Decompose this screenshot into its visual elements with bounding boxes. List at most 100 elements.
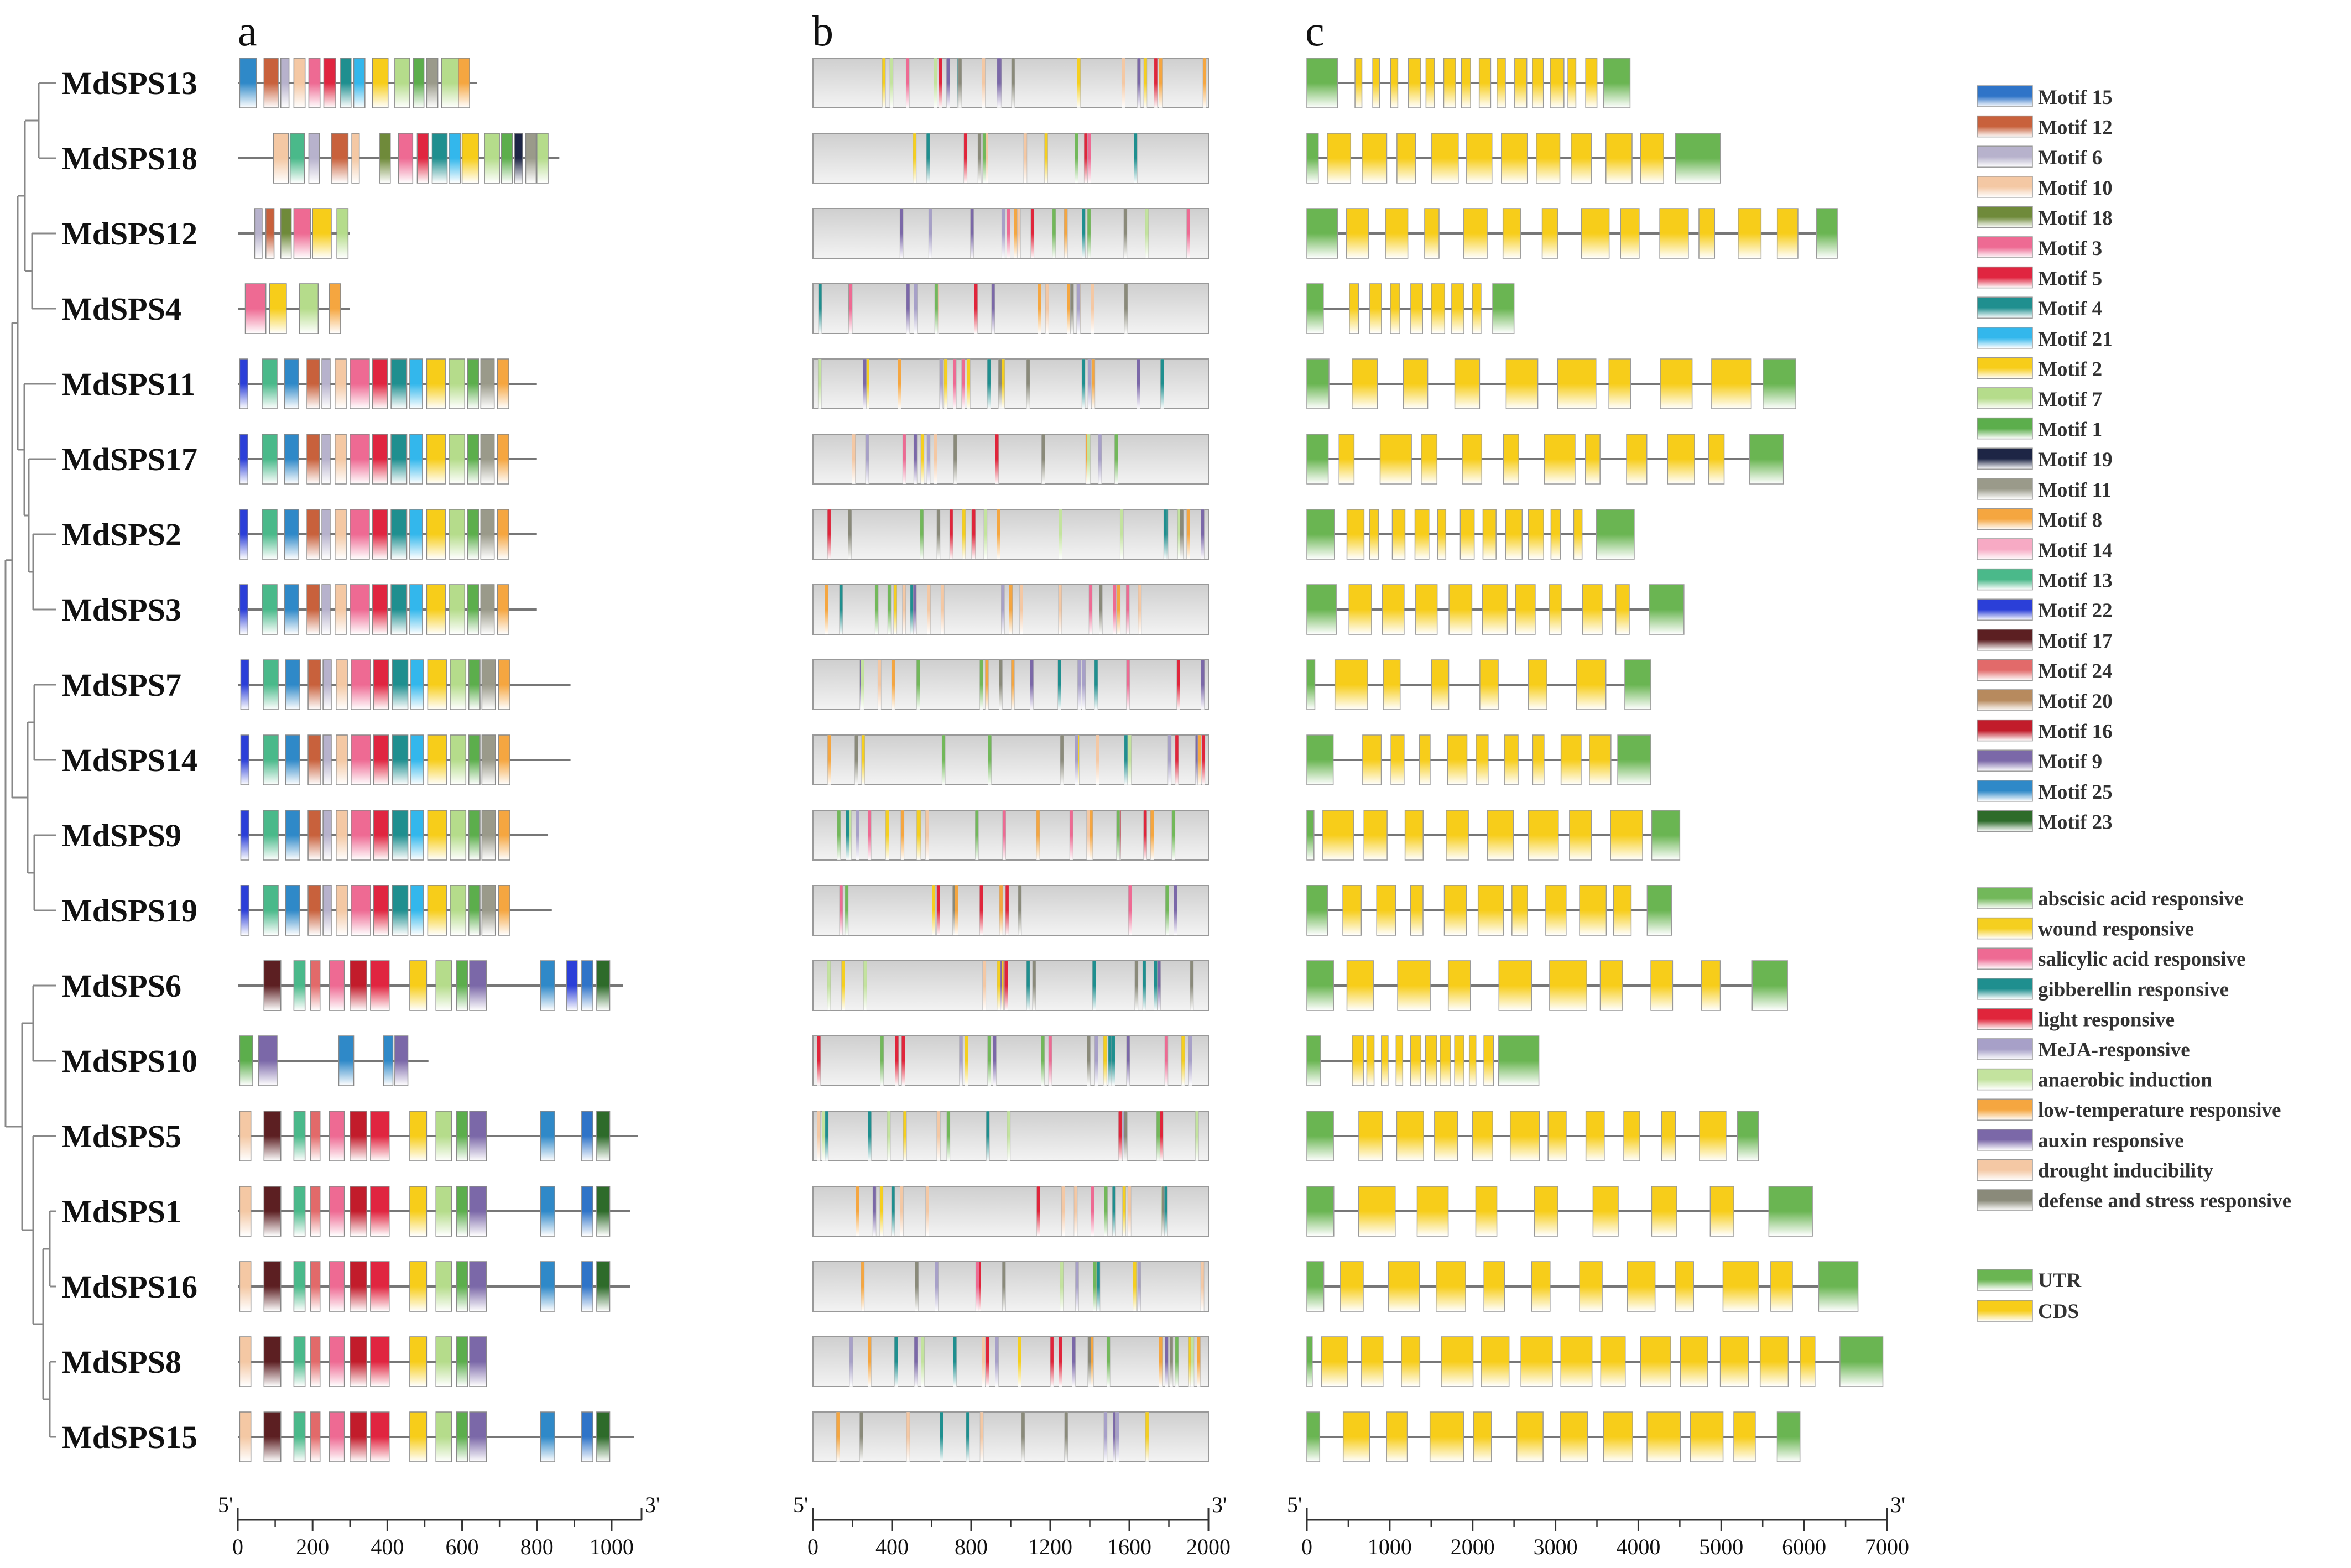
legend-swatch <box>1977 538 2033 560</box>
cis-element-mark <box>1180 509 1184 560</box>
cis-element-mark <box>900 1186 904 1237</box>
motif-box <box>285 659 300 710</box>
cis-element-mark <box>1099 584 1103 635</box>
gene-label: MdSPS14 <box>62 742 197 778</box>
cds-box <box>1483 1261 1505 1312</box>
legend-label: Motif 16 <box>2038 721 2113 743</box>
promoter-bar <box>812 734 1209 785</box>
cis-element-mark <box>991 283 995 334</box>
motif-box <box>409 584 423 635</box>
cds-box <box>1547 1111 1567 1161</box>
axis-end-label: 3' <box>1212 1492 1227 1517</box>
cis-element-mark <box>1045 283 1049 334</box>
cis-element-mark <box>1093 1261 1097 1312</box>
cis-element-mark <box>1133 1261 1137 1312</box>
cis-element-mark <box>1106 1336 1111 1387</box>
cds-box <box>1549 584 1562 635</box>
cis-element-mark <box>860 659 864 710</box>
legend-swatch <box>1977 417 2033 440</box>
motif-panel <box>238 58 638 1462</box>
gene-label: MdSPS10 <box>62 1043 197 1079</box>
cds-box <box>1690 1411 1724 1462</box>
motif-box <box>456 1186 468 1237</box>
cis-element-mark <box>1103 1035 1107 1086</box>
motif-box <box>239 509 249 560</box>
motif-box <box>469 1111 487 1161</box>
motif-box <box>498 810 510 861</box>
gene-label: MdSPS7 <box>62 667 181 703</box>
cis-element-mark <box>1137 1261 1141 1312</box>
cis-element-mark <box>1091 283 1094 334</box>
cis-element-mark <box>1156 1111 1160 1161</box>
cis-element-mark <box>941 734 946 785</box>
cds-box <box>1352 1035 1364 1086</box>
utr-box <box>1306 133 1319 184</box>
motif-box <box>373 659 389 710</box>
cds-box <box>1722 1261 1759 1312</box>
cds-box <box>1733 1411 1756 1462</box>
motif-box <box>398 133 414 184</box>
legend-swatch <box>1977 749 2033 772</box>
cis-element-mark <box>999 885 1003 936</box>
legend-label: salicylic acid responsive <box>2038 948 2245 971</box>
legend-swatch <box>1977 780 2033 802</box>
cis-element-mark <box>977 133 982 184</box>
cis-element-mark <box>988 734 992 785</box>
cds-box <box>1431 283 1446 334</box>
cds-box <box>1466 133 1493 184</box>
motif-box <box>350 584 370 635</box>
cds-box <box>1532 58 1544 108</box>
legend-label: Motif 14 <box>2038 539 2113 562</box>
cis-element-mark <box>1074 133 1078 184</box>
cis-element-mark <box>995 1336 999 1387</box>
motif-box <box>497 434 509 485</box>
cds-box <box>1338 434 1355 485</box>
cis-element-mark <box>861 734 865 785</box>
motif-box <box>239 358 249 409</box>
legend-swatch <box>1977 478 2033 500</box>
cds-box <box>1349 283 1359 334</box>
cis-element-mark <box>1186 509 1190 560</box>
motif-box <box>350 1261 367 1312</box>
motif-box <box>435 1261 452 1312</box>
motif-box <box>310 960 321 1011</box>
promoter-bar <box>812 1411 1209 1462</box>
legend-swatch <box>1977 1159 2033 1181</box>
motif-box <box>370 1411 390 1462</box>
motif-box <box>310 1261 321 1312</box>
cis-element-mark <box>1124 283 1128 334</box>
motif-box <box>394 58 410 108</box>
motif-box <box>410 734 424 785</box>
utr-box <box>1306 885 1328 936</box>
cis-element-mark <box>1052 208 1056 259</box>
gene-label: MdSPS18 <box>62 140 197 176</box>
motif-box <box>467 434 479 485</box>
cds-box <box>1322 810 1354 861</box>
motif-box <box>372 358 388 409</box>
motif-box <box>484 133 500 184</box>
cis-element-mark <box>1197 734 1201 785</box>
motif-box <box>409 1186 428 1237</box>
legend-swatch <box>1977 236 2033 258</box>
cds-box <box>1550 509 1561 560</box>
cds-box <box>1477 885 1504 936</box>
motif-box <box>310 1111 321 1161</box>
legend-swatch <box>1977 176 2033 198</box>
motif-box <box>449 509 466 560</box>
motif-box <box>431 133 448 184</box>
motif-box <box>258 1035 278 1086</box>
cds-box <box>1550 58 1565 108</box>
utr-box <box>1651 810 1681 861</box>
cis-element-mark <box>827 509 831 560</box>
legend-label: drought inducibility <box>2038 1159 2214 1182</box>
utr-box <box>1675 133 1721 184</box>
cis-element-mark <box>817 1111 821 1161</box>
gene-label: MdSPS6 <box>62 968 181 1004</box>
cis-element-mark <box>1058 584 1062 635</box>
legend-swatch <box>1977 206 2033 228</box>
motif-box <box>263 1111 282 1161</box>
promoter-bar <box>812 58 1209 108</box>
motif-box <box>427 885 447 936</box>
cis-element-mark <box>839 584 843 635</box>
cis-element-mark <box>966 1411 970 1462</box>
